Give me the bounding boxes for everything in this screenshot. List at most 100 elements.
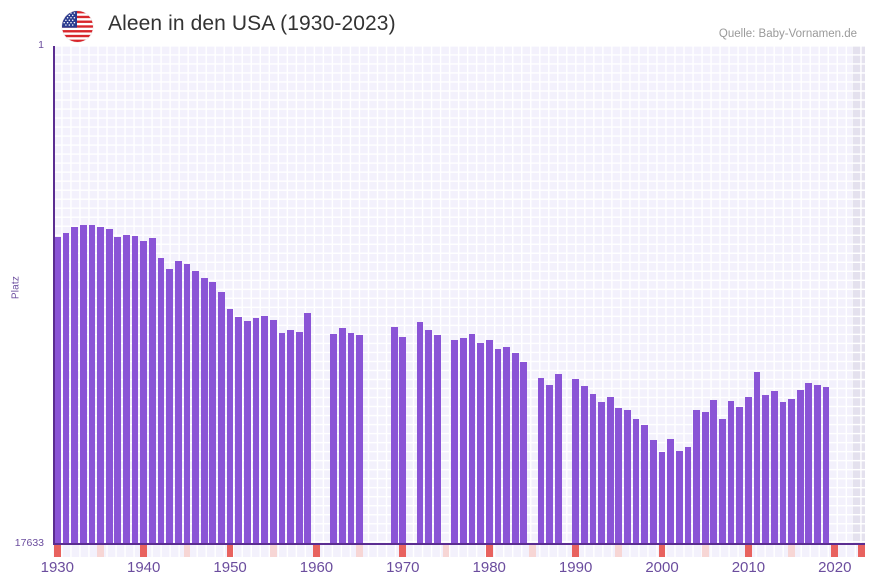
bar[interactable]: [261, 316, 268, 544]
bar[interactable]: [131, 236, 139, 544]
bar[interactable]: [269, 319, 277, 544]
bar[interactable]: [554, 374, 562, 544]
x-axis-tick-marker: [226, 545, 234, 557]
bar[interactable]: [494, 349, 502, 544]
bar[interactable]: [624, 409, 631, 544]
bar[interactable]: [485, 340, 493, 544]
bar[interactable]: [589, 393, 597, 544]
bar[interactable]: [641, 425, 649, 544]
x-axis-tick-label: 1940: [127, 559, 161, 576]
bar[interactable]: [71, 227, 78, 544]
bar[interactable]: [468, 333, 476, 544]
bar[interactable]: [459, 338, 467, 544]
bar[interactable]: [537, 378, 545, 544]
bar[interactable]: [399, 336, 407, 544]
bar[interactable]: [615, 407, 623, 544]
bar[interactable]: [770, 390, 778, 544]
bar[interactable]: [693, 410, 700, 544]
bar[interactable]: [710, 400, 718, 544]
y-axis-top-label: 1: [38, 39, 44, 51]
bar[interactable]: [598, 401, 605, 544]
bar[interactable]: [356, 335, 364, 544]
bar[interactable]: [796, 390, 804, 544]
bar[interactable]: [814, 384, 821, 544]
bar[interactable]: [157, 257, 165, 544]
x-axis-tick-label: 2010: [731, 559, 766, 576]
x-axis-tick-marker: [572, 545, 579, 557]
bar[interactable]: [503, 346, 510, 544]
bar[interactable]: [701, 412, 709, 544]
bar[interactable]: [53, 237, 61, 544]
bar[interactable]: [805, 383, 813, 544]
bar[interactable]: [330, 333, 338, 544]
bar[interactable]: [511, 353, 519, 544]
bar[interactable]: [572, 379, 579, 544]
bar[interactable]: [339, 328, 346, 544]
x-axis-tick-marker: [658, 545, 666, 557]
source-attribution: Quelle: Baby-Vornamen.de: [718, 28, 857, 40]
bar[interactable]: [174, 261, 182, 544]
bar[interactable]: [123, 234, 130, 544]
bar[interactable]: [243, 320, 251, 544]
bar[interactable]: [788, 399, 795, 544]
bar[interactable]: [736, 406, 744, 544]
x-axis-tick-marker: [313, 545, 320, 557]
bar[interactable]: [62, 232, 70, 544]
bar[interactable]: [304, 312, 312, 544]
bar[interactable]: [88, 224, 96, 544]
bar[interactable]: [148, 238, 156, 544]
bar[interactable]: [209, 281, 217, 544]
bar[interactable]: [632, 418, 640, 544]
bar[interactable]: [434, 335, 441, 544]
bar[interactable]: [287, 329, 294, 544]
bar[interactable]: [140, 241, 148, 544]
bar[interactable]: [719, 419, 726, 544]
bar[interactable]: [192, 270, 199, 544]
bar[interactable]: [649, 439, 657, 544]
bar[interactable]: [295, 331, 303, 544]
bar[interactable]: [658, 451, 666, 544]
x-axis-tick-marker: [442, 545, 450, 557]
bar[interactable]: [675, 451, 683, 544]
x-axis-tick-marker: [356, 545, 364, 557]
bar[interactable]: [520, 362, 528, 544]
x-axis-tick-marker: [140, 545, 148, 557]
bar[interactable]: [235, 316, 243, 544]
bar[interactable]: [762, 394, 770, 544]
x-axis-tick-marker: [788, 545, 795, 557]
bar[interactable]: [546, 384, 554, 544]
bar[interactable]: [278, 332, 286, 544]
bar[interactable]: [606, 397, 614, 544]
bar[interactable]: [822, 386, 830, 544]
bar[interactable]: [684, 447, 692, 544]
x-axis-tick-marker: [701, 545, 709, 557]
bar[interactable]: [79, 225, 87, 544]
bar[interactable]: [727, 401, 735, 544]
bar[interactable]: [425, 330, 433, 544]
bar[interactable]: [451, 340, 459, 544]
bar[interactable]: [166, 269, 173, 544]
bar[interactable]: [200, 278, 208, 544]
bar[interactable]: [105, 228, 113, 544]
bar[interactable]: [347, 332, 355, 544]
x-axis-tick-marker: [97, 545, 104, 557]
bar[interactable]: [753, 372, 761, 544]
bar[interactable]: [183, 264, 191, 544]
bar[interactable]: [580, 386, 588, 544]
bar[interactable]: [477, 342, 484, 544]
bar[interactable]: [667, 438, 674, 544]
bar[interactable]: [779, 402, 787, 544]
page-title: Aleen in den USA (1930-2023): [108, 12, 396, 35]
bar[interactable]: [226, 308, 234, 544]
x-axis-tick-label: 1950: [213, 559, 247, 576]
bar[interactable]: [390, 327, 398, 544]
y-axis-line: [53, 46, 55, 544]
bar[interactable]: [114, 236, 122, 544]
chart-plot-area: [53, 46, 865, 544]
bar[interactable]: [416, 322, 424, 544]
bar[interactable]: [745, 396, 752, 544]
bar[interactable]: [218, 291, 225, 544]
x-axis-tick-label: 1980: [472, 559, 506, 576]
bar[interactable]: [252, 318, 260, 544]
bar[interactable]: [97, 226, 104, 544]
